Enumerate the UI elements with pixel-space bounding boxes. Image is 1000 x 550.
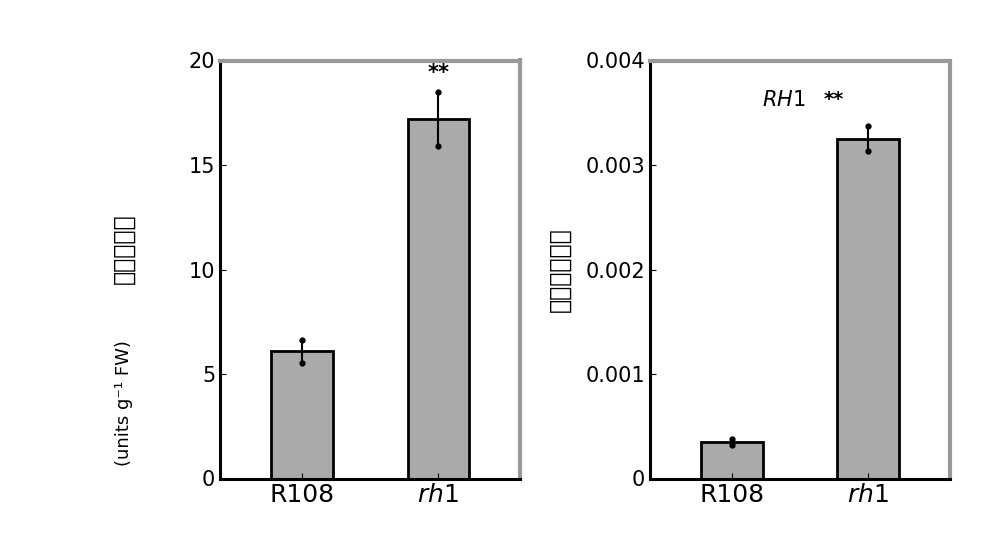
Bar: [837, 139, 899, 478]
Text: 花青素含量: 花青素含量: [112, 213, 136, 284]
Text: (units g⁻¹ FW): (units g⁻¹ FW): [115, 340, 133, 466]
Text: **: **: [824, 90, 844, 109]
Bar: [408, 119, 469, 478]
Bar: [271, 351, 332, 478]
Text: $\it{RH1}$: $\it{RH1}$: [762, 90, 806, 110]
Text: **: **: [427, 63, 449, 84]
Text: 相对表达水平: 相对表达水平: [548, 227, 572, 312]
Bar: [701, 442, 763, 478]
